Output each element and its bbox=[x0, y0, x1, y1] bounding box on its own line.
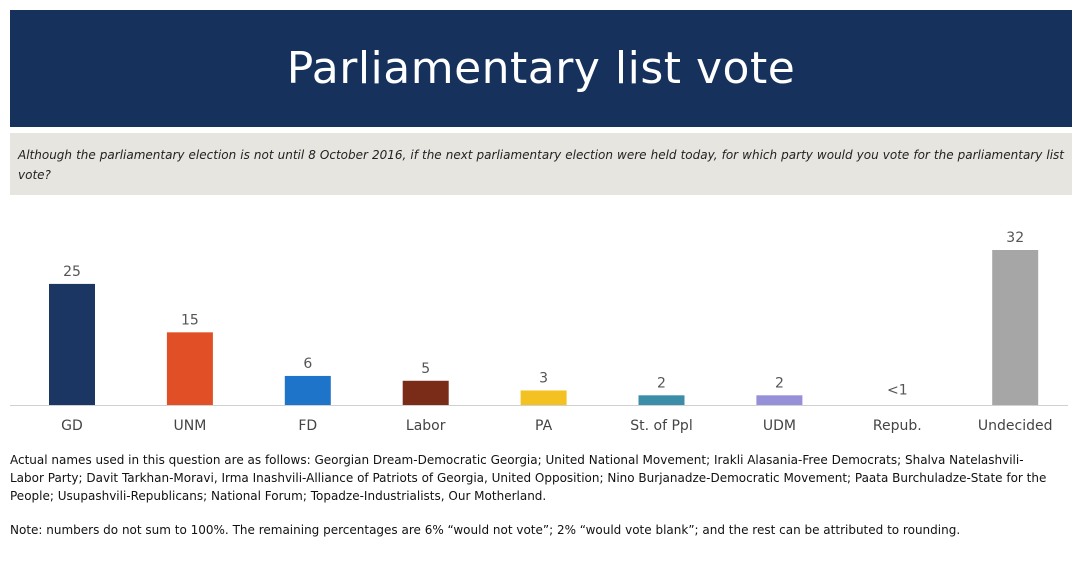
data-label: 3 bbox=[539, 370, 548, 386]
question-box: Although the parliamentary election is n… bbox=[10, 133, 1072, 195]
category-label: St. of Ppl bbox=[630, 418, 692, 434]
data-label: 25 bbox=[63, 264, 81, 280]
category-label: Labor bbox=[406, 418, 446, 434]
bar-labor bbox=[402, 380, 449, 405]
data-label: 5 bbox=[421, 361, 430, 377]
data-label: <1 bbox=[887, 383, 908, 399]
category-label: GD bbox=[61, 418, 83, 434]
page-title: Parliamentary list vote bbox=[286, 43, 796, 94]
category-label: Undecided bbox=[978, 418, 1053, 434]
data-label: 32 bbox=[1006, 230, 1024, 246]
notes: Actual names used in this question are a… bbox=[10, 451, 1050, 539]
data-label: 2 bbox=[657, 375, 666, 391]
bar-pa bbox=[520, 390, 567, 405]
data-label: 6 bbox=[303, 356, 312, 372]
bar-unm bbox=[166, 332, 213, 405]
bar-undecided bbox=[992, 250, 1039, 405]
category-label: Repub. bbox=[873, 418, 922, 434]
category-label: UNM bbox=[173, 418, 206, 434]
data-label: 2 bbox=[775, 375, 784, 391]
bar-chart: 25 GD 15 UNM 6 FD 5 Labor 3 PA 2 St. of Ppl 2 UDM <1 Re… bbox=[10, 230, 1068, 434]
question-text: Although the parliamentary election is n… bbox=[18, 148, 1064, 182]
bar-gd bbox=[49, 283, 95, 405]
bar-st-of-ppl bbox=[638, 395, 685, 405]
bar-fd bbox=[284, 375, 331, 405]
bar-udm bbox=[756, 395, 803, 405]
category-label: PA bbox=[535, 418, 553, 434]
sum-note: Note: numbers do not sum to 100%. The re… bbox=[10, 523, 961, 537]
title-banner: Parliamentary list vote bbox=[10, 10, 1072, 127]
data-label: 15 bbox=[181, 312, 199, 328]
category-label: FD bbox=[298, 418, 317, 434]
names-note: Actual names used in this question are a… bbox=[10, 453, 1047, 503]
category-label: UDM bbox=[763, 418, 796, 434]
